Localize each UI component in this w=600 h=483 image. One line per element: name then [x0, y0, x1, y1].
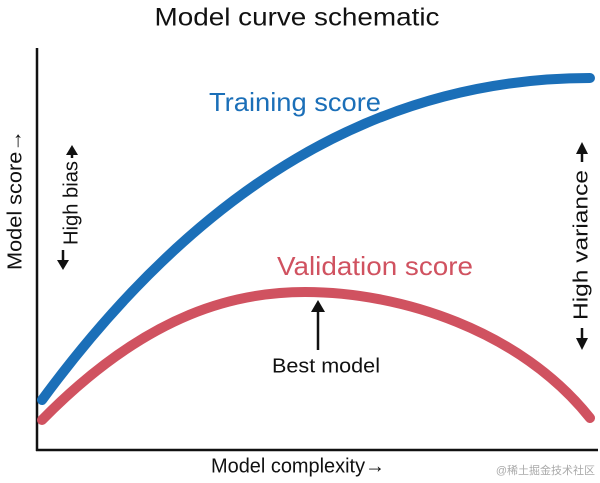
bias-down-arrow	[57, 260, 69, 270]
variance-up-arrow	[576, 142, 588, 154]
training-label: Training score	[209, 87, 381, 117]
best-model-arrowhead	[311, 300, 325, 312]
bias-up-arrow	[66, 145, 78, 155]
validation-curve	[37, 286, 595, 425]
training-curve	[37, 73, 595, 405]
x-axis-label: Model complexity→	[211, 455, 385, 477]
validation-label: Validation score	[277, 251, 473, 281]
title: Model curve schematic	[155, 4, 440, 32]
y-axis-label: Model score→	[4, 130, 26, 270]
variance-down-arrow	[576, 338, 588, 350]
high-variance-label: High variance	[570, 170, 592, 320]
watermark: @稀土掘金技术社区	[496, 463, 595, 477]
best-model-label: Best model	[272, 355, 380, 377]
high-bias-label: High bias	[60, 161, 82, 245]
